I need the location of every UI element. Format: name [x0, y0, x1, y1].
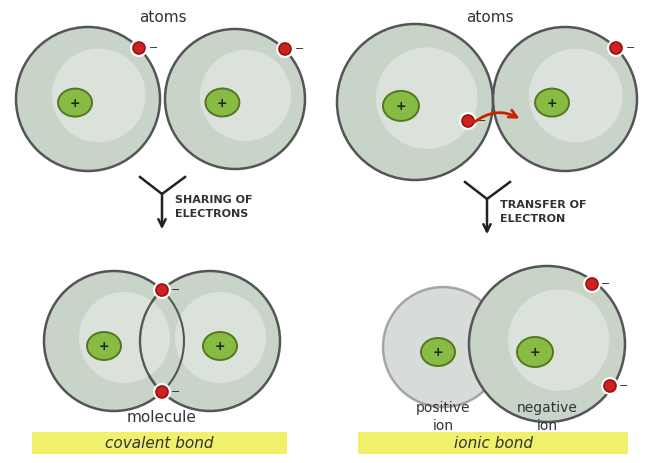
Circle shape — [462, 116, 474, 128]
Text: atoms: atoms — [466, 9, 514, 25]
Circle shape — [279, 44, 291, 56]
Ellipse shape — [203, 332, 237, 360]
Circle shape — [459, 113, 477, 131]
Circle shape — [153, 383, 171, 401]
Text: TRANSFER OF
ELECTRON: TRANSFER OF ELECTRON — [500, 200, 586, 224]
FancyBboxPatch shape — [32, 432, 287, 454]
Circle shape — [16, 28, 160, 172]
Circle shape — [156, 386, 168, 398]
Circle shape — [337, 25, 493, 181]
Text: −: − — [149, 43, 159, 53]
Text: molecule: molecule — [127, 410, 197, 425]
Ellipse shape — [87, 332, 121, 360]
FancyBboxPatch shape — [358, 432, 628, 454]
Circle shape — [140, 271, 280, 411]
Text: −: − — [619, 380, 629, 390]
Circle shape — [586, 278, 598, 290]
Circle shape — [508, 290, 610, 391]
Circle shape — [604, 380, 616, 392]
Text: −: − — [601, 278, 610, 288]
Circle shape — [52, 50, 146, 143]
Ellipse shape — [535, 89, 569, 117]
Circle shape — [383, 288, 503, 407]
Text: covalent bond: covalent bond — [105, 436, 213, 450]
Text: negative
ion: negative ion — [517, 400, 577, 432]
Circle shape — [165, 30, 305, 169]
Text: −: − — [626, 43, 636, 53]
Circle shape — [44, 271, 184, 411]
FancyArrowPatch shape — [474, 111, 517, 123]
Circle shape — [276, 41, 294, 59]
Ellipse shape — [421, 338, 455, 366]
Text: +: + — [547, 97, 557, 110]
Ellipse shape — [58, 89, 92, 117]
Text: +: + — [433, 346, 443, 359]
Ellipse shape — [517, 337, 553, 367]
Circle shape — [529, 50, 623, 143]
Text: −: − — [171, 284, 181, 294]
Circle shape — [133, 43, 145, 55]
Circle shape — [153, 282, 171, 300]
Text: +: + — [217, 97, 228, 110]
Text: +: + — [70, 97, 81, 110]
Text: +: + — [530, 346, 540, 359]
Circle shape — [130, 40, 148, 58]
Text: positive
ion: positive ion — [416, 400, 470, 432]
Text: atoms: atoms — [139, 9, 187, 25]
Circle shape — [175, 292, 266, 383]
Text: −: − — [171, 386, 181, 396]
Circle shape — [79, 292, 170, 383]
Ellipse shape — [383, 92, 419, 122]
Circle shape — [200, 51, 291, 142]
Circle shape — [607, 40, 625, 58]
Circle shape — [156, 284, 168, 296]
Text: +: + — [214, 340, 226, 353]
Circle shape — [493, 28, 637, 172]
Text: +: + — [396, 100, 406, 113]
Text: −: − — [295, 44, 304, 54]
Ellipse shape — [205, 89, 239, 117]
Circle shape — [610, 43, 622, 55]
Text: ionic bond: ionic bond — [454, 436, 532, 450]
Text: SHARING OF
ELECTRONS: SHARING OF ELECTRONS — [175, 194, 252, 219]
Circle shape — [601, 377, 619, 395]
Circle shape — [583, 275, 601, 294]
Text: +: + — [99, 340, 109, 353]
Text: −: − — [477, 116, 486, 126]
Circle shape — [376, 48, 477, 150]
Circle shape — [469, 266, 625, 422]
